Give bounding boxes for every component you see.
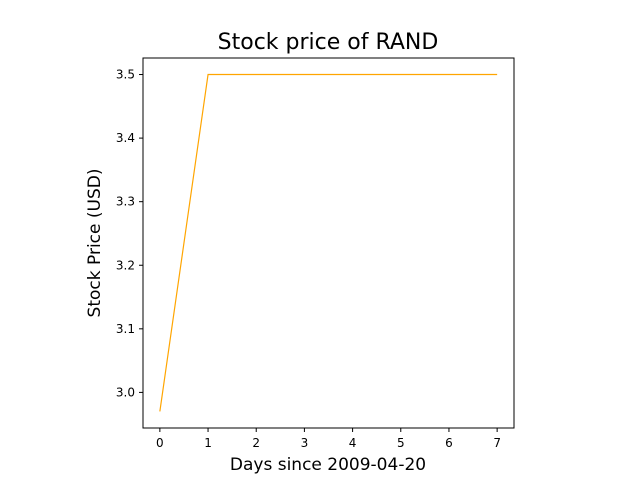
x-tick-label: 7 [493,436,501,450]
x-tick-label: 3 [301,436,309,450]
x-tick-label: 4 [349,436,357,450]
y-axis-title: Stock Price (USD) [85,169,105,318]
x-axis-title: Days since 2009-04-20 [230,455,426,475]
x-tick-label: 5 [397,436,405,450]
chart-title: Stock price of RAND [218,30,439,55]
series-lines [159,73,498,412]
y-tick-label: 3.1 [116,322,135,336]
y-axis: 3.0 3.1 3.2 3.3 3.4 3.5 [116,68,143,399]
x-tick-label: 2 [252,436,260,450]
x-tick-label: 0 [156,436,164,450]
y-tick-label: 3.0 [116,385,135,399]
x-axis: 0 1 2 3 4 5 6 7 [156,428,501,450]
y-tick-label: 3.4 [116,131,135,145]
x-tick-label: 1 [204,436,212,450]
y-tick-label: 3.2 [116,258,135,272]
x-tick-label: 6 [445,436,453,450]
plot-area [142,57,515,429]
y-tick-label: 3.3 [116,195,135,209]
series-line [159,73,498,412]
y-tick-label: 3.5 [116,68,135,82]
